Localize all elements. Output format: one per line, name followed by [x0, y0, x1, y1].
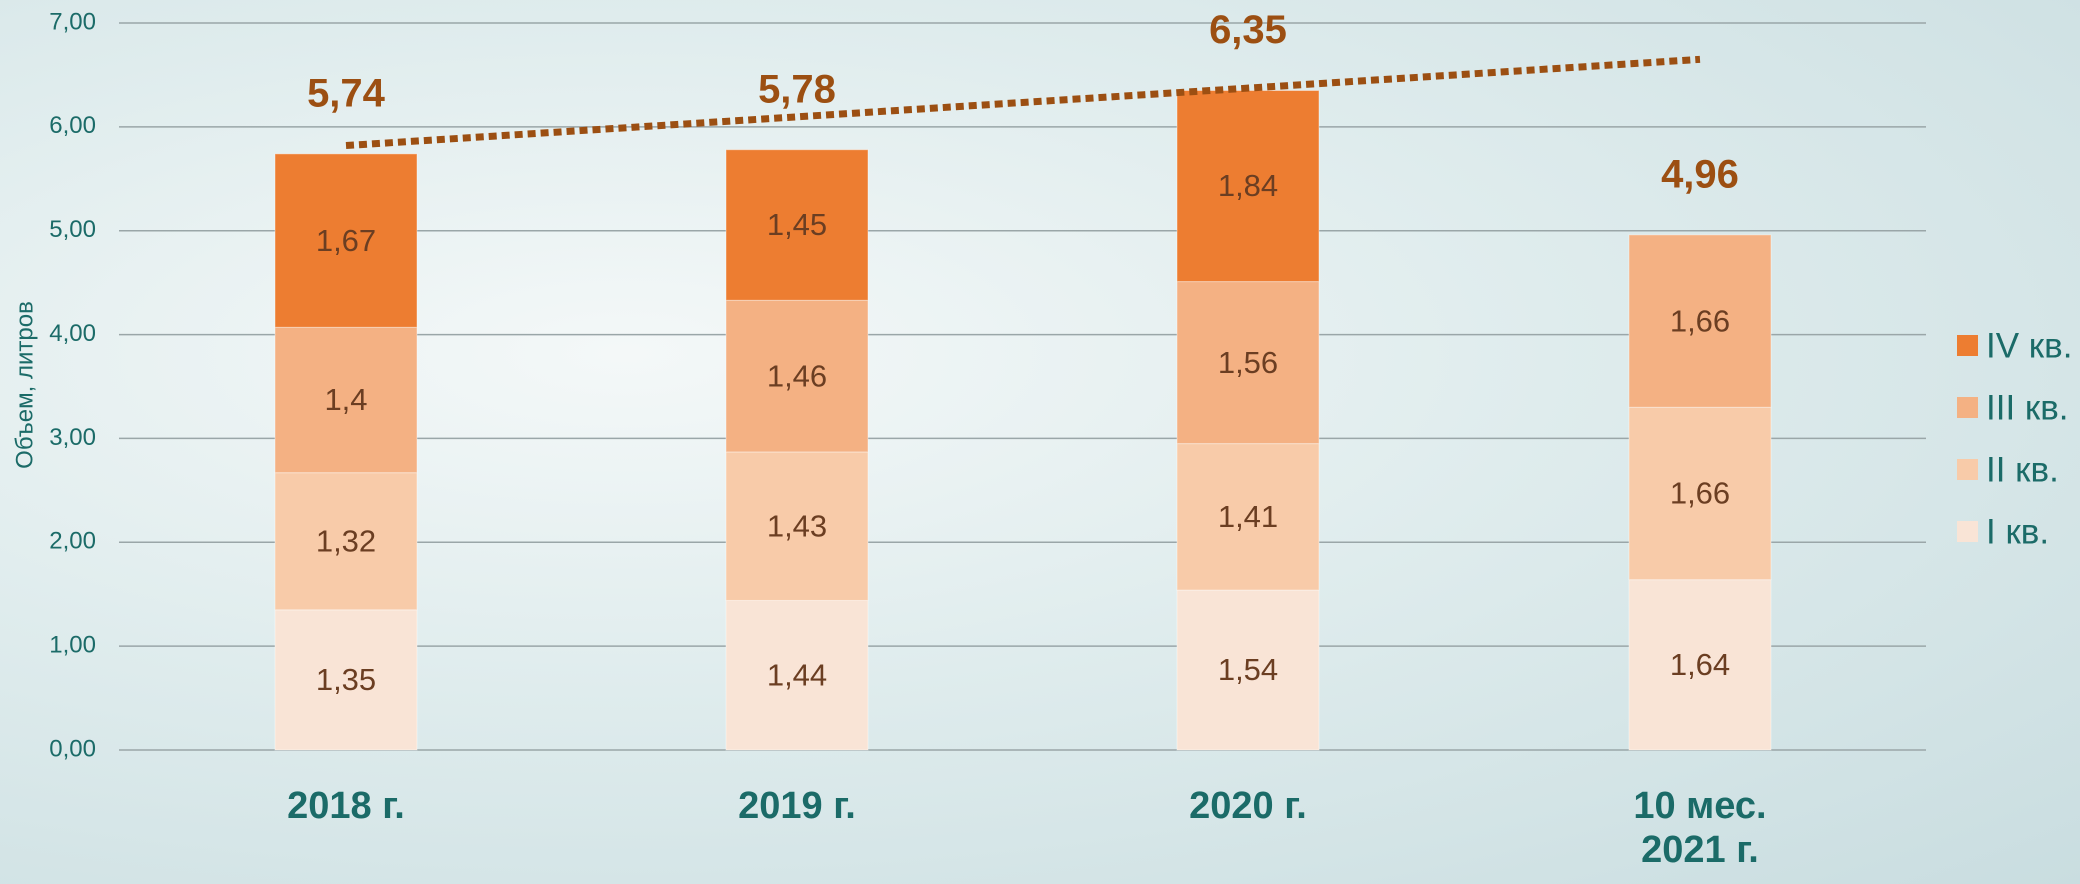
y-tick-label: 6,00	[49, 112, 96, 139]
y-tick-label: 2,00	[49, 528, 96, 555]
value-label: 1,43	[767, 508, 827, 543]
trend-line	[346, 59, 1700, 145]
value-label: 1,66	[1670, 303, 1730, 338]
value-label: 1,32	[316, 523, 376, 558]
y-tick-label: 3,00	[49, 424, 96, 451]
value-label: 1,4	[324, 382, 367, 417]
legend-label: II кв.	[1986, 450, 2059, 489]
x-tick-label: 2019 г.	[697, 784, 897, 828]
total-label: 4,96	[1661, 152, 1739, 196]
y-tick-label: 4,00	[49, 320, 96, 347]
chart: Объем, литров 0,00 1,00 2,00 3,00 4,00 5,00 6,…	[0, 0, 2080, 884]
y-tick-label: 5,00	[49, 216, 96, 243]
value-label: 1,46	[767, 358, 827, 393]
value-label: 1,35	[316, 662, 376, 697]
y-axis-label: Объем, литров	[11, 301, 38, 469]
y-tick-label: 0,00	[49, 735, 96, 762]
legend-label: I кв.	[1986, 512, 2049, 551]
legend-swatch	[1957, 521, 1978, 542]
x-tick-label: 2020 г.	[1148, 784, 1348, 828]
value-label: 1,41	[1218, 499, 1278, 534]
legend-label: IV кв.	[1986, 326, 2072, 365]
value-label: 1,44	[767, 657, 827, 692]
value-label: 1,84	[1218, 168, 1278, 203]
value-label: 1,56	[1218, 345, 1278, 380]
total-label: 5,78	[758, 67, 836, 111]
plot: Объем, литров 0,00 1,00 2,00 3,00 4,00 5,00 6,…	[0, 0, 2080, 884]
x-tick-label: 2018 г.	[246, 784, 446, 828]
y-tick-label: 1,00	[49, 631, 96, 658]
legend-swatch	[1957, 335, 1978, 356]
x-tick-label: 10 мес. 2021 г.	[1600, 784, 1800, 872]
y-tick-label: 7,00	[49, 8, 96, 35]
legend-swatch	[1957, 459, 1978, 480]
total-label: 5,74	[307, 71, 386, 115]
total-label: 6,35	[1209, 8, 1287, 52]
value-label: 1,67	[316, 223, 376, 258]
legend-swatch	[1957, 397, 1978, 418]
legend-label: III кв.	[1986, 388, 2069, 427]
value-label: 1,54	[1218, 652, 1278, 687]
value-label: 1,64	[1670, 647, 1730, 682]
value-label: 1,45	[767, 207, 827, 242]
value-label: 1,66	[1670, 476, 1730, 511]
